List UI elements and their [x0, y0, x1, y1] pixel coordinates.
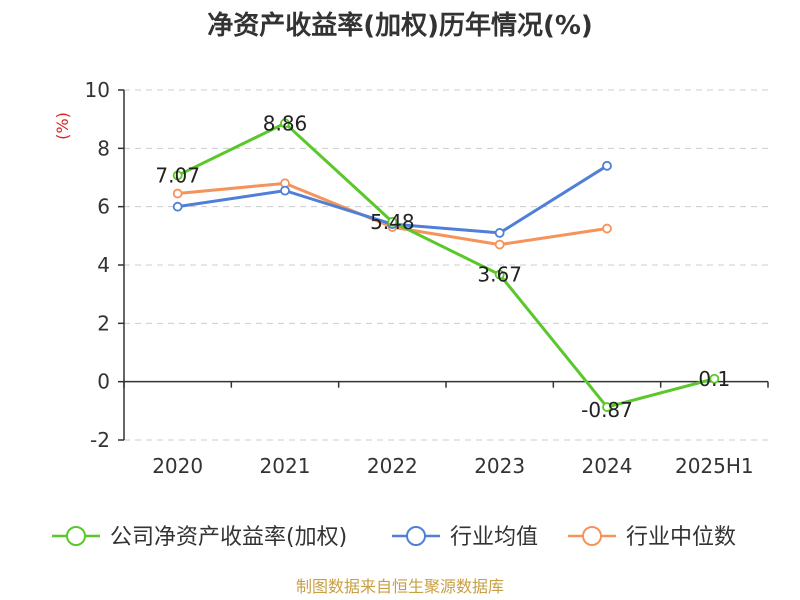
y-tick-label: -2: [90, 428, 110, 452]
data-label: 0.1: [698, 367, 730, 391]
legend-label: 公司净资产收益率(加权): [110, 525, 347, 550]
legend-item: 行业均值: [392, 525, 538, 550]
y-axis-unit: (%): [53, 112, 72, 140]
series-lines: [172, 118, 720, 412]
data-point: [494, 239, 505, 250]
data-label: 5.48: [370, 210, 415, 234]
y-tick-label: 8: [97, 136, 110, 160]
data-point: [280, 118, 290, 129]
data-label: 7.07: [155, 163, 200, 187]
data-source: 制图数据来自恒生聚源数据库: [296, 577, 504, 596]
legend-item: 公司净资产收益率(加权): [52, 525, 347, 550]
data-point: [602, 402, 612, 412]
x-tick-label: 2025H1: [675, 454, 754, 478]
legend-label: 行业均值: [450, 525, 538, 550]
data-point: [172, 170, 183, 181]
x-tick-label: 2020: [152, 454, 203, 478]
legend-label: 行业中位数: [626, 525, 736, 550]
data-point: [280, 185, 290, 196]
data-label: 8.86: [263, 111, 308, 135]
data-point: [172, 201, 183, 212]
data-label: 3.67: [477, 263, 522, 287]
x-tick-label: 2024: [582, 454, 633, 478]
data-labels: 7.07 8.86 5.48 3.67 -0.87 0.1: [155, 111, 730, 422]
x-tick-label: 2022: [367, 454, 418, 478]
legend: 公司净资产收益率(加权) 行业均值 行业中位数: [52, 525, 736, 550]
data-point: [494, 228, 505, 238]
axes: 10 8 6 4 2 0 -2 2020 2021 2022 2023 2024 2025H1: [85, 78, 769, 478]
legend-marker-icon: [66, 526, 86, 546]
y-tick-label: 10: [85, 78, 110, 102]
data-point: [172, 188, 183, 199]
data-point: [602, 160, 612, 171]
y-tick-label: 4: [97, 253, 110, 277]
legend-marker-icon: [582, 526, 602, 546]
legend-item: 行业中位数: [568, 525, 736, 550]
data-point: [494, 269, 505, 280]
data-label: -0.87: [581, 398, 633, 422]
y-tick-label: 6: [97, 195, 110, 219]
legend-marker-icon: [406, 526, 426, 546]
data-point: [709, 373, 720, 384]
grid-lines: [124, 89, 768, 441]
chart-title: 净资产收益率(加权)历年情况(%): [207, 10, 593, 41]
x-tick-label: 2021: [260, 454, 311, 478]
y-tick-label: 0: [97, 370, 110, 394]
series-line: [177, 121, 715, 409]
x-tick-label: 2023: [474, 454, 525, 478]
data-point: [387, 216, 398, 227]
y-tick-label: 2: [97, 311, 110, 335]
data-point: [602, 223, 612, 234]
